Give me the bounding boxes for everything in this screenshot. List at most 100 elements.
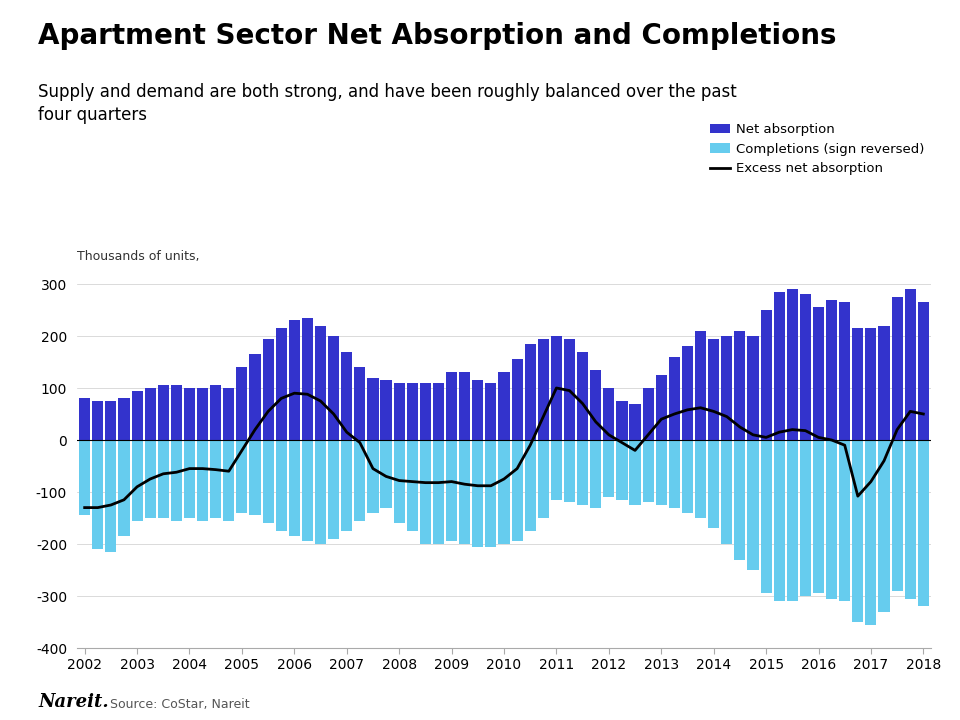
Bar	[106, 440, 116, 552]
Bar	[577, 440, 588, 505]
Bar	[145, 388, 156, 440]
Bar	[603, 388, 614, 440]
Bar	[184, 440, 195, 518]
Bar	[918, 440, 929, 606]
Bar	[669, 357, 680, 440]
Bar	[224, 388, 234, 440]
Bar	[328, 336, 339, 440]
Bar	[682, 346, 693, 440]
Bar	[289, 440, 300, 536]
Bar	[433, 383, 444, 440]
Bar	[551, 440, 562, 500]
Bar	[748, 440, 758, 570]
Bar	[538, 338, 549, 440]
Bar	[512, 440, 522, 541]
Bar	[760, 440, 772, 593]
Bar	[656, 375, 667, 440]
Bar	[839, 302, 851, 440]
Bar	[157, 385, 169, 440]
Bar	[695, 440, 707, 518]
Bar	[92, 440, 104, 549]
Bar	[904, 289, 916, 440]
Bar	[878, 325, 890, 440]
Bar	[721, 440, 732, 544]
Bar	[341, 440, 352, 531]
Bar	[852, 440, 863, 622]
Bar	[813, 307, 824, 440]
Text: Apartment Sector Net Absorption and Completions: Apartment Sector Net Absorption and Comp…	[38, 22, 837, 50]
Bar	[787, 289, 798, 440]
Bar	[826, 300, 837, 440]
Bar	[79, 440, 90, 516]
Bar	[865, 440, 876, 624]
Bar	[420, 383, 431, 440]
Bar	[210, 440, 221, 518]
Bar	[446, 372, 457, 440]
Bar	[826, 440, 837, 598]
Bar	[748, 336, 758, 440]
Bar	[380, 440, 392, 508]
Bar	[301, 318, 313, 440]
Bar	[708, 338, 719, 440]
Text: Nareit.: Nareit.	[38, 693, 109, 711]
Bar	[734, 330, 746, 440]
Bar	[892, 440, 902, 591]
Bar	[289, 320, 300, 440]
Bar	[642, 388, 654, 440]
Bar	[721, 336, 732, 440]
Bar	[92, 401, 104, 440]
Bar	[760, 310, 772, 440]
Bar	[642, 440, 654, 503]
Bar	[157, 440, 169, 518]
Bar	[380, 380, 392, 440]
Bar	[512, 359, 522, 440]
Bar	[878, 440, 890, 611]
Bar	[394, 440, 405, 523]
Bar	[564, 338, 575, 440]
Bar	[210, 385, 221, 440]
Bar	[250, 440, 260, 516]
Bar	[171, 385, 182, 440]
Bar	[236, 440, 248, 513]
Bar	[236, 367, 248, 440]
Bar	[564, 440, 575, 503]
Bar	[498, 372, 510, 440]
Bar	[341, 351, 352, 440]
Bar	[852, 328, 863, 440]
Bar	[446, 440, 457, 541]
Text: Thousands of units,: Thousands of units,	[77, 250, 200, 263]
Bar	[486, 440, 496, 546]
Bar	[839, 440, 851, 601]
Bar	[865, 328, 876, 440]
Bar	[420, 440, 431, 544]
Bar	[354, 440, 366, 521]
Bar	[433, 440, 444, 544]
Bar	[524, 440, 536, 531]
Text: Supply and demand are both strong, and have been roughly balanced over the past
: Supply and demand are both strong, and h…	[38, 83, 737, 125]
Bar	[315, 325, 326, 440]
Bar	[538, 440, 549, 518]
Bar	[918, 302, 929, 440]
Bar	[459, 372, 470, 440]
Bar	[630, 440, 640, 505]
Bar	[813, 440, 824, 593]
Bar	[734, 440, 746, 559]
Bar	[276, 328, 287, 440]
Bar	[262, 338, 274, 440]
Bar	[486, 383, 496, 440]
Bar	[774, 292, 784, 440]
Bar	[669, 440, 680, 508]
Bar	[774, 440, 784, 601]
Bar	[577, 351, 588, 440]
Bar	[472, 440, 484, 546]
Bar	[682, 440, 693, 513]
Bar	[368, 440, 378, 513]
Bar	[656, 440, 667, 505]
Bar	[472, 380, 484, 440]
Bar	[787, 440, 798, 601]
Bar	[498, 440, 510, 544]
Bar	[590, 370, 601, 440]
Bar	[224, 440, 234, 521]
Bar	[551, 336, 562, 440]
Bar	[301, 440, 313, 541]
